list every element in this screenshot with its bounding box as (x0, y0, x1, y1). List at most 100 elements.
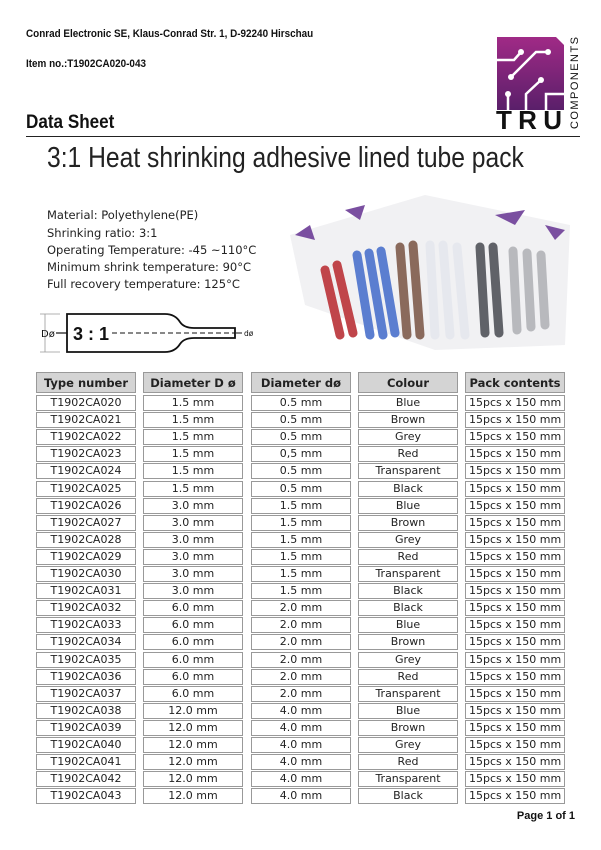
cell-colour: Black (358, 480, 458, 497)
cell-type-number: T1902CA037 (36, 685, 136, 702)
cell-colour: Brown (358, 514, 458, 531)
cell-diameter-d: 4.0 mm (251, 737, 351, 753)
cell-pack-contents: 15pcs x 150 mm (465, 412, 565, 429)
outer-diameter-label: Dø (41, 329, 55, 340)
cell-diameter-d: 4.0 mm (251, 702, 351, 719)
cell-pack-contents: 15pcs x 150 mm (465, 480, 565, 497)
cell-colour: Blue (358, 617, 458, 634)
cell-diameter-D: 6.0 mm (143, 668, 243, 685)
page-number: Page 1 of 1 (516, 810, 575, 822)
svg-text:TRU: TRU (496, 105, 562, 130)
cell-colour: Grey (358, 429, 458, 446)
cell-diameter-D: 12.0 mm (143, 788, 243, 805)
cell-diameter-d: 4.0 mm (251, 788, 351, 805)
svg-text:COMPONENTS: COMPONENTS (569, 37, 580, 129)
header-diameter-D: Diameter D ø (143, 372, 243, 393)
cell-diameter-d: 1.5 mm (251, 566, 351, 582)
cell-colour: Black (358, 600, 458, 617)
cell-diameter-d: 1.5 mm (251, 531, 351, 548)
cell-colour: Red (358, 548, 458, 565)
header-divider (26, 136, 580, 137)
cell-diameter-d: 2.0 mm (251, 617, 351, 634)
spec-shrink-ratio: Shrinking ratio: 3:1 (47, 226, 158, 240)
cell-type-number: T1902CA032 (36, 600, 136, 617)
cell-colour: Blue (358, 497, 458, 514)
cell-pack-contents: 15pcs x 150 mm (465, 668, 565, 685)
cell-pack-contents: 15pcs x 150 mm (465, 771, 565, 788)
cell-diameter-d: 2.0 mm (251, 600, 351, 617)
cell-pack-contents: 15pcs x 150 mm (465, 719, 565, 736)
cell-type-number: T1902CA026 (36, 497, 136, 514)
cell-pack-contents: 15pcs x 150 mm (465, 788, 565, 805)
cell-type-number: T1902CA025 (36, 480, 136, 497)
product-photo (285, 185, 575, 355)
cell-diameter-D: 3.0 mm (143, 531, 243, 548)
cell-diameter-D: 3.0 mm (143, 497, 243, 514)
cell-type-number: T1902CA020 (36, 395, 136, 411)
cell-pack-contents: 15pcs x 150 mm (465, 463, 565, 480)
cell-pack-contents: 15pcs x 150 mm (465, 566, 565, 582)
header-diameter-d: Diameter dø (251, 372, 351, 393)
cell-diameter-D: 1.5 mm (143, 480, 243, 497)
spec-material: Material: Polyethylene(PE) (47, 208, 199, 222)
cell-diameter-D: 6.0 mm (143, 685, 243, 702)
header-pack-contents: Pack contents (465, 372, 565, 393)
cell-colour: Transparent (358, 685, 458, 702)
cell-diameter-d: 2.0 mm (251, 651, 351, 668)
spec-min-shrink-temp: Minimum shrink temperature: 90°C (47, 260, 251, 274)
cell-pack-contents: 15pcs x 150 mm (465, 514, 565, 531)
cell-colour: Transparent (358, 566, 458, 582)
cell-type-number: T1902CA039 (36, 719, 136, 736)
cell-diameter-D: 6.0 mm (143, 651, 243, 668)
cell-diameter-d: 2.0 mm (251, 668, 351, 685)
shrink-ratio-diagram: Dø 3 : 1 dø (40, 310, 270, 360)
spec-full-recovery-temp: Full recovery temperature: 125°C (47, 277, 240, 291)
cell-diameter-D: 6.0 mm (143, 600, 243, 617)
cell-pack-contents: 15pcs x 150 mm (465, 497, 565, 514)
cell-pack-contents: 15pcs x 150 mm (465, 617, 565, 634)
cell-type-number: T1902CA038 (36, 702, 136, 719)
cell-diameter-D: 12.0 mm (143, 737, 243, 753)
cell-pack-contents: 15pcs x 150 mm (465, 531, 565, 548)
cell-diameter-d: 1.5 mm (251, 583, 351, 600)
cell-diameter-d: 0.5 mm (251, 412, 351, 429)
cell-diameter-D: 12.0 mm (143, 719, 243, 736)
cell-colour: Brown (358, 634, 458, 651)
cell-pack-contents: 15pcs x 150 mm (465, 651, 565, 668)
cell-pack-contents: 15pcs x 150 mm (465, 548, 565, 565)
cell-pack-contents: 15pcs x 150 mm (465, 600, 565, 617)
cell-diameter-d: 4.0 mm (251, 771, 351, 788)
ratio-label: 3 : 1 (73, 324, 109, 344)
cell-colour: Brown (358, 719, 458, 736)
header-colour: Colour (358, 372, 458, 393)
cell-type-number: T1902CA042 (36, 771, 136, 788)
cell-type-number: T1902CA021 (36, 412, 136, 429)
cell-diameter-d: 0.5 mm (251, 480, 351, 497)
cell-type-number: T1902CA027 (36, 514, 136, 531)
company-address: Conrad Electronic SE, Klaus-Conrad Str. … (26, 28, 314, 40)
cell-colour: Black (358, 583, 458, 600)
cell-colour: Blue (358, 395, 458, 411)
cell-diameter-D: 1.5 mm (143, 429, 243, 446)
cell-diameter-D: 3.0 mm (143, 514, 243, 531)
cell-colour: Blue (358, 702, 458, 719)
cell-colour: Brown (358, 412, 458, 429)
cell-pack-contents: 15pcs x 150 mm (465, 429, 565, 446)
cell-diameter-d: 0.5 mm (251, 395, 351, 411)
cell-type-number: T1902CA023 (36, 446, 136, 463)
cell-diameter-d: 2.0 mm (251, 634, 351, 651)
cell-diameter-D: 6.0 mm (143, 617, 243, 634)
cell-diameter-d: 4.0 mm (251, 719, 351, 736)
cell-type-number: T1902CA022 (36, 429, 136, 446)
cell-diameter-d: 1.5 mm (251, 497, 351, 514)
cell-pack-contents: 15pcs x 150 mm (465, 737, 565, 753)
cell-pack-contents: 15pcs x 150 mm (465, 583, 565, 600)
cell-diameter-d: 2.0 mm (251, 685, 351, 702)
cell-type-number: T1902CA031 (36, 583, 136, 600)
cell-type-number: T1902CA030 (36, 566, 136, 582)
inner-diameter-label: dø (244, 329, 254, 338)
cell-colour: Grey (358, 737, 458, 753)
cell-pack-contents: 15pcs x 150 mm (465, 702, 565, 719)
cell-type-number: T1902CA034 (36, 634, 136, 651)
cell-diameter-D: 1.5 mm (143, 446, 243, 463)
